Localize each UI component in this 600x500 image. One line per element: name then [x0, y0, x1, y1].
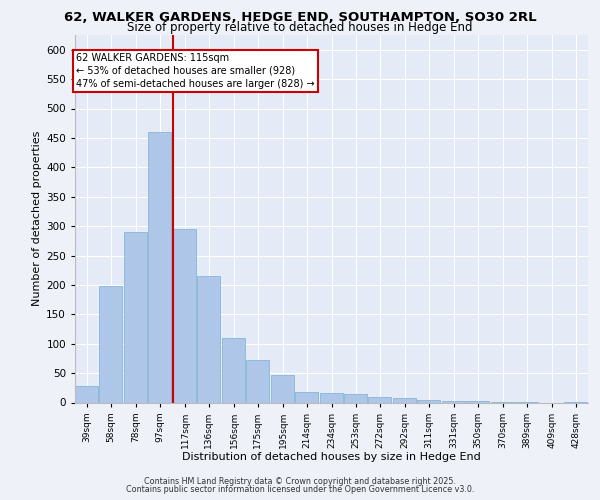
Bar [148, 132, 171, 402]
Bar [295, 392, 318, 402]
Bar [124, 232, 147, 402]
Bar [442, 400, 466, 402]
Text: Contains public sector information licensed under the Open Government Licence v3: Contains public sector information licen… [126, 485, 474, 494]
Bar [99, 286, 122, 403]
Bar [75, 386, 98, 402]
Text: Contains HM Land Registry data © Crown copyright and database right 2025.: Contains HM Land Registry data © Crown c… [144, 477, 456, 486]
Bar [271, 376, 295, 402]
Bar [320, 393, 343, 402]
Y-axis label: Number of detached properties: Number of detached properties [32, 131, 42, 306]
Bar [417, 400, 440, 402]
Bar [344, 394, 367, 402]
Bar [393, 398, 416, 402]
Text: 62, WALKER GARDENS, HEDGE END, SOUTHAMPTON, SO30 2RL: 62, WALKER GARDENS, HEDGE END, SOUTHAMPT… [64, 11, 536, 24]
X-axis label: Distribution of detached houses by size in Hedge End: Distribution of detached houses by size … [182, 452, 481, 462]
Bar [197, 276, 220, 402]
Bar [368, 396, 391, 402]
Text: 62 WALKER GARDENS: 115sqm
← 53% of detached houses are smaller (928)
47% of semi: 62 WALKER GARDENS: 115sqm ← 53% of detac… [76, 52, 315, 89]
Bar [222, 338, 245, 402]
Bar [173, 229, 196, 402]
Text: Size of property relative to detached houses in Hedge End: Size of property relative to detached ho… [127, 22, 473, 35]
Bar [246, 360, 269, 403]
